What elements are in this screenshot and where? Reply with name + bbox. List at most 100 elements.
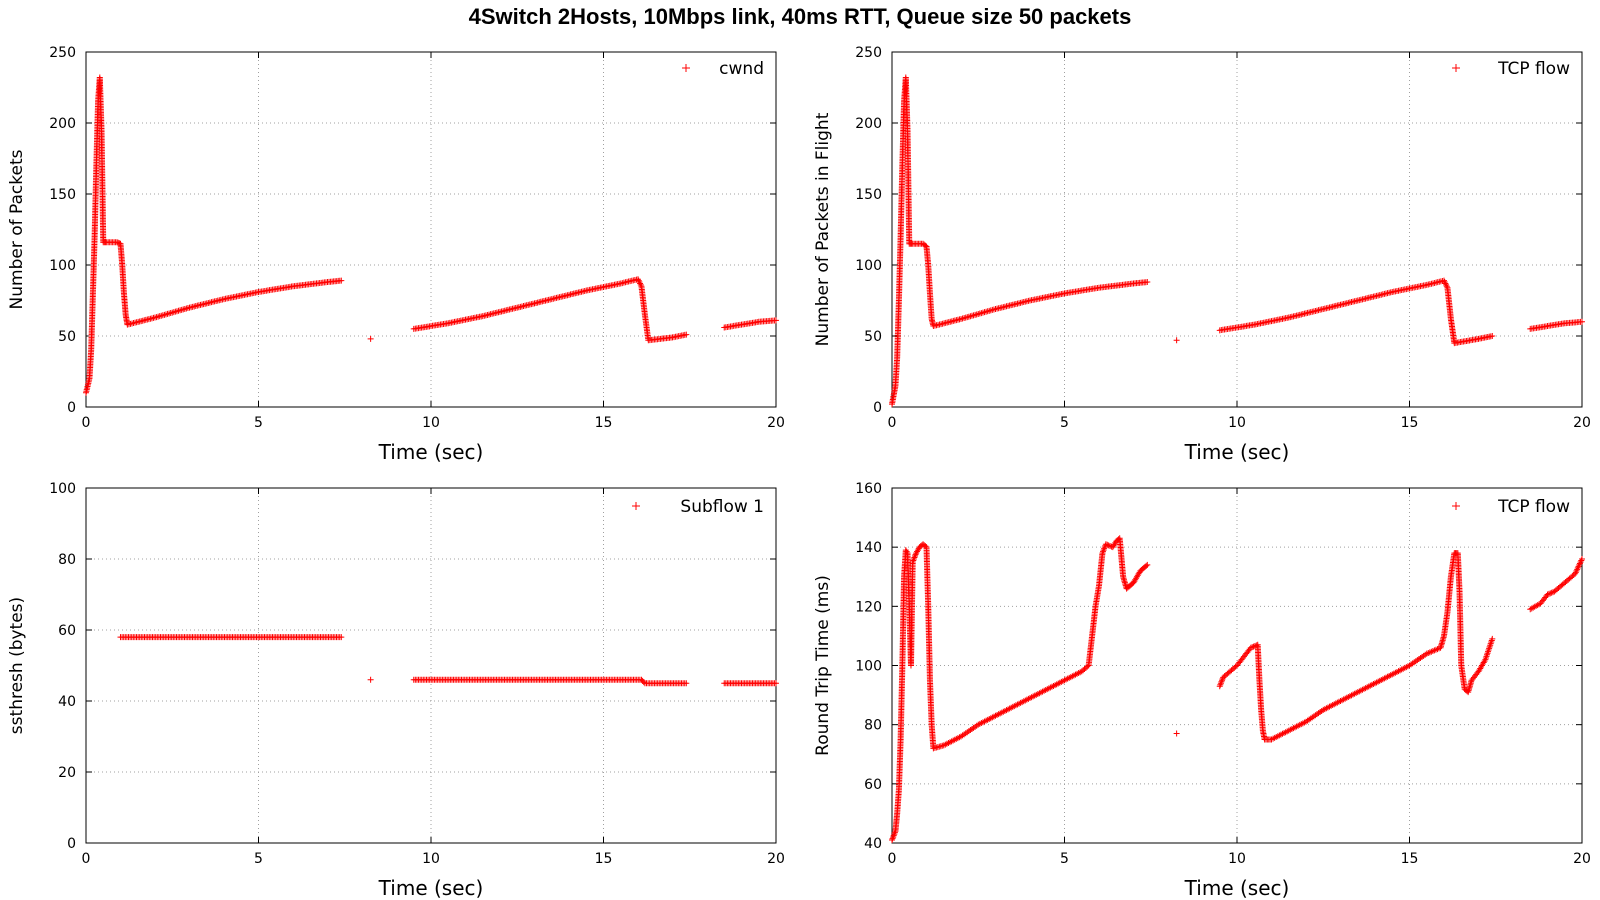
y-axis-label: Number of Packets in Flight [813, 112, 833, 346]
x-tick-label: 15 [595, 851, 613, 867]
data-point [922, 543, 929, 550]
series-points [83, 74, 779, 396]
y-tick-label: 40 [864, 836, 882, 852]
panel-round-trip-time: 0 5 10 15 20 40 60 80 100 120 140 160 Time (sec) Roun… [813, 481, 1591, 900]
y-tick-label: 60 [864, 777, 882, 793]
x-tick-label: 5 [1060, 415, 1069, 431]
data-point [1488, 637, 1495, 644]
data-point [912, 553, 918, 560]
x-tick-label: 5 [254, 851, 263, 867]
y-tick-label: 250 [49, 45, 76, 61]
data-point [1443, 283, 1450, 290]
y-tick-label: 100 [49, 481, 76, 497]
data-point [1100, 547, 1107, 554]
data-point [1441, 277, 1447, 284]
data-point [1104, 541, 1111, 548]
x-tick-label: 0 [888, 851, 897, 867]
data-point [1173, 337, 1180, 344]
legend-marker [682, 64, 690, 72]
y-tick-label: 100 [855, 258, 882, 274]
data-point [640, 679, 647, 686]
y-tick-label: 250 [855, 45, 882, 61]
y-tick-label: 150 [855, 187, 882, 203]
data-point [1232, 663, 1239, 670]
data-point [1574, 564, 1581, 571]
data-point [1487, 642, 1494, 649]
data-point [1576, 561, 1583, 568]
legend: TCP flow [1452, 59, 1570, 79]
data-point [683, 331, 690, 338]
x-tick-label: 5 [1060, 851, 1069, 867]
x-axis-label: Time (sec) [1184, 876, 1290, 900]
data-point [891, 831, 898, 838]
y-axis-label: Number of Packets [7, 149, 27, 309]
data-point [911, 554, 918, 561]
data-point [1216, 683, 1223, 690]
data-point [1485, 647, 1492, 654]
x-tick-label: 20 [767, 415, 785, 431]
data-point [1572, 569, 1579, 576]
y-tick-label: 200 [855, 116, 882, 132]
data-point [1486, 643, 1493, 650]
data-point [1572, 570, 1579, 577]
data-point [909, 558, 916, 565]
y-tick-label: 40 [58, 694, 76, 710]
x-tick-label: 0 [82, 415, 91, 431]
data-point [1441, 279, 1448, 286]
data-point [910, 556, 917, 562]
data-point [1102, 541, 1109, 548]
figure-title: 4Switch 2Hosts, 10Mbps link, 40ms RTT, Q… [468, 4, 1132, 29]
data-point [1548, 589, 1555, 596]
x-axis-label: Time (sec) [378, 876, 484, 900]
x-tick-label: 10 [422, 415, 440, 431]
data-point [367, 676, 374, 683]
data-point [773, 680, 779, 687]
y-tick-label: 50 [864, 329, 882, 345]
data-point [637, 281, 644, 288]
y-tick-label: 160 [855, 481, 882, 497]
y-tick-label: 200 [49, 116, 76, 132]
data-point [338, 277, 345, 284]
data-point [1217, 680, 1224, 687]
data-point [1574, 566, 1581, 573]
data-point [1442, 280, 1449, 287]
data-point [1144, 279, 1151, 286]
x-tick-label: 10 [1228, 415, 1246, 431]
data-point [1099, 550, 1106, 557]
data-point [1100, 548, 1107, 555]
legend-marker [1452, 502, 1460, 510]
data-point [1484, 650, 1491, 657]
legend-label: TCP flow [1497, 497, 1570, 517]
x-axis-label: Time (sec) [1184, 440, 1290, 464]
data-point [1579, 318, 1585, 325]
data-point [635, 276, 641, 283]
data-point [1488, 639, 1495, 646]
data-point [773, 317, 779, 324]
series-points [117, 634, 779, 687]
data-point [889, 835, 896, 842]
y-tick-label: 0 [67, 400, 76, 416]
data-point [1485, 648, 1492, 655]
data-point [367, 335, 374, 342]
x-tick-label: 15 [1401, 851, 1419, 867]
data-point [889, 837, 895, 844]
data-point [637, 280, 644, 287]
data-point [1486, 645, 1493, 652]
data-point [1576, 560, 1583, 567]
panel-ssthresh: 0 5 10 15 20 0 20 40 60 80 100 Time (sec) ssthresh (… [7, 481, 785, 900]
x-tick-label: 20 [767, 851, 785, 867]
legend-label: cwnd [719, 59, 764, 79]
y-tick-label: 50 [58, 329, 76, 345]
data-point [890, 832, 897, 839]
data-point [1173, 730, 1180, 737]
x-tick-label: 20 [1573, 851, 1591, 867]
plot-frame [85, 51, 777, 408]
y-tick-label: 80 [58, 552, 76, 568]
data-point [1489, 333, 1496, 339]
data-point [1483, 651, 1490, 658]
y-tick-label: 140 [855, 540, 882, 556]
plot-frame [891, 51, 1583, 408]
